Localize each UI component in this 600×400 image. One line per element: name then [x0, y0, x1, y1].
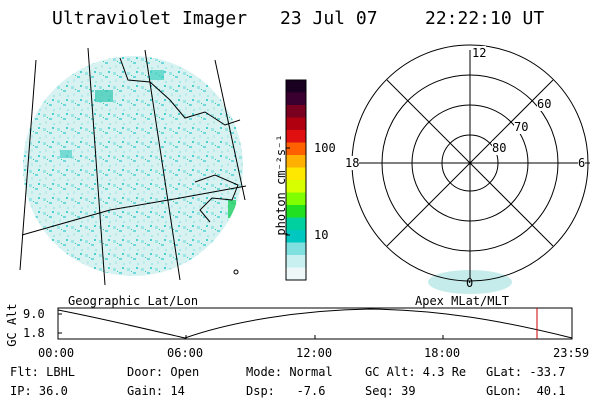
- door-status: Door: Open: [127, 365, 200, 379]
- orbit-xtick-1800: 18:00: [424, 346, 461, 360]
- orbit-xtick-0000: 00:00: [38, 346, 75, 360]
- colorbar-segment: [286, 130, 306, 143]
- orbit-xtick-1200: 12:00: [296, 346, 333, 360]
- instrument-title: Ultraviolet Imager: [52, 8, 248, 29]
- mode-status: Mode: Normal: [246, 365, 333, 379]
- colorbar-segment: [286, 205, 306, 218]
- lat-label-80: 80: [492, 141, 507, 155]
- orbit-ylabel: GC Alt: [5, 303, 19, 347]
- small-marker-icon: [233, 269, 239, 275]
- earth-disc: [23, 56, 243, 276]
- dsp-status: Dsp: -7.6: [246, 384, 326, 398]
- colorbar-segment: [286, 80, 306, 93]
- colorbar-segment: [286, 242, 306, 256]
- colorbar-segment: [286, 267, 306, 281]
- colorbar-segment: [286, 230, 306, 243]
- polar-aurora-blob: [428, 270, 512, 294]
- colorbar-segment: [286, 105, 306, 118]
- apex-panel-title: Apex MLat/MLT: [415, 294, 509, 308]
- date-label: 23 Jul 07: [280, 8, 378, 29]
- colorbar-tick-100: 100: [314, 141, 336, 155]
- seq-status: Seq: 39: [365, 384, 416, 398]
- geographic-panel-title: Geographic Lat/Lon: [68, 294, 199, 308]
- colorbar-segment: [286, 142, 306, 156]
- mlt-label-12: 12: [472, 46, 487, 60]
- orbit-xtick-0600: 06:00: [167, 346, 204, 360]
- colorbar-segment: [286, 117, 306, 131]
- colorbar-segment: [286, 167, 306, 181]
- mlt-label-0: 0: [466, 276, 474, 290]
- glon-status: GLon: 40.1: [486, 384, 566, 398]
- latitude-line: [21, 185, 247, 236]
- gc-alt-status: GC Alt: 4.3 Re: [365, 365, 467, 379]
- orbit-altitude-curve: [57, 308, 573, 339]
- colorbar-segment: [286, 192, 306, 206]
- colorbar-segment: [286, 255, 306, 268]
- orbit-xtick-2359: 23:59: [553, 346, 590, 360]
- colorbar-tick-10: 10: [314, 228, 329, 242]
- filter-status: Flt: LBHL: [10, 365, 76, 379]
- coastline: [119, 57, 241, 223]
- lat-label-60: 60: [537, 97, 552, 111]
- ip-status: IP: 36.0: [10, 384, 68, 398]
- time-label: 22:22:10 UT: [425, 8, 545, 29]
- mlt-label-6: 6: [578, 156, 586, 170]
- orbit-ytick-9: 9.0: [23, 307, 45, 321]
- colorbar-segment: [286, 180, 306, 193]
- colorbar-segment: [286, 92, 306, 106]
- glat-status: GLat: -33.7: [486, 365, 566, 379]
- colorbar-segment: [286, 155, 306, 168]
- colorbar-segment: [286, 217, 306, 231]
- mlt-label-18: 18: [345, 156, 360, 170]
- orbit-ytick-1-8: 1.8: [23, 326, 45, 340]
- lat-label-70: 70: [514, 120, 529, 134]
- gain-status: Gain: 14: [127, 384, 185, 398]
